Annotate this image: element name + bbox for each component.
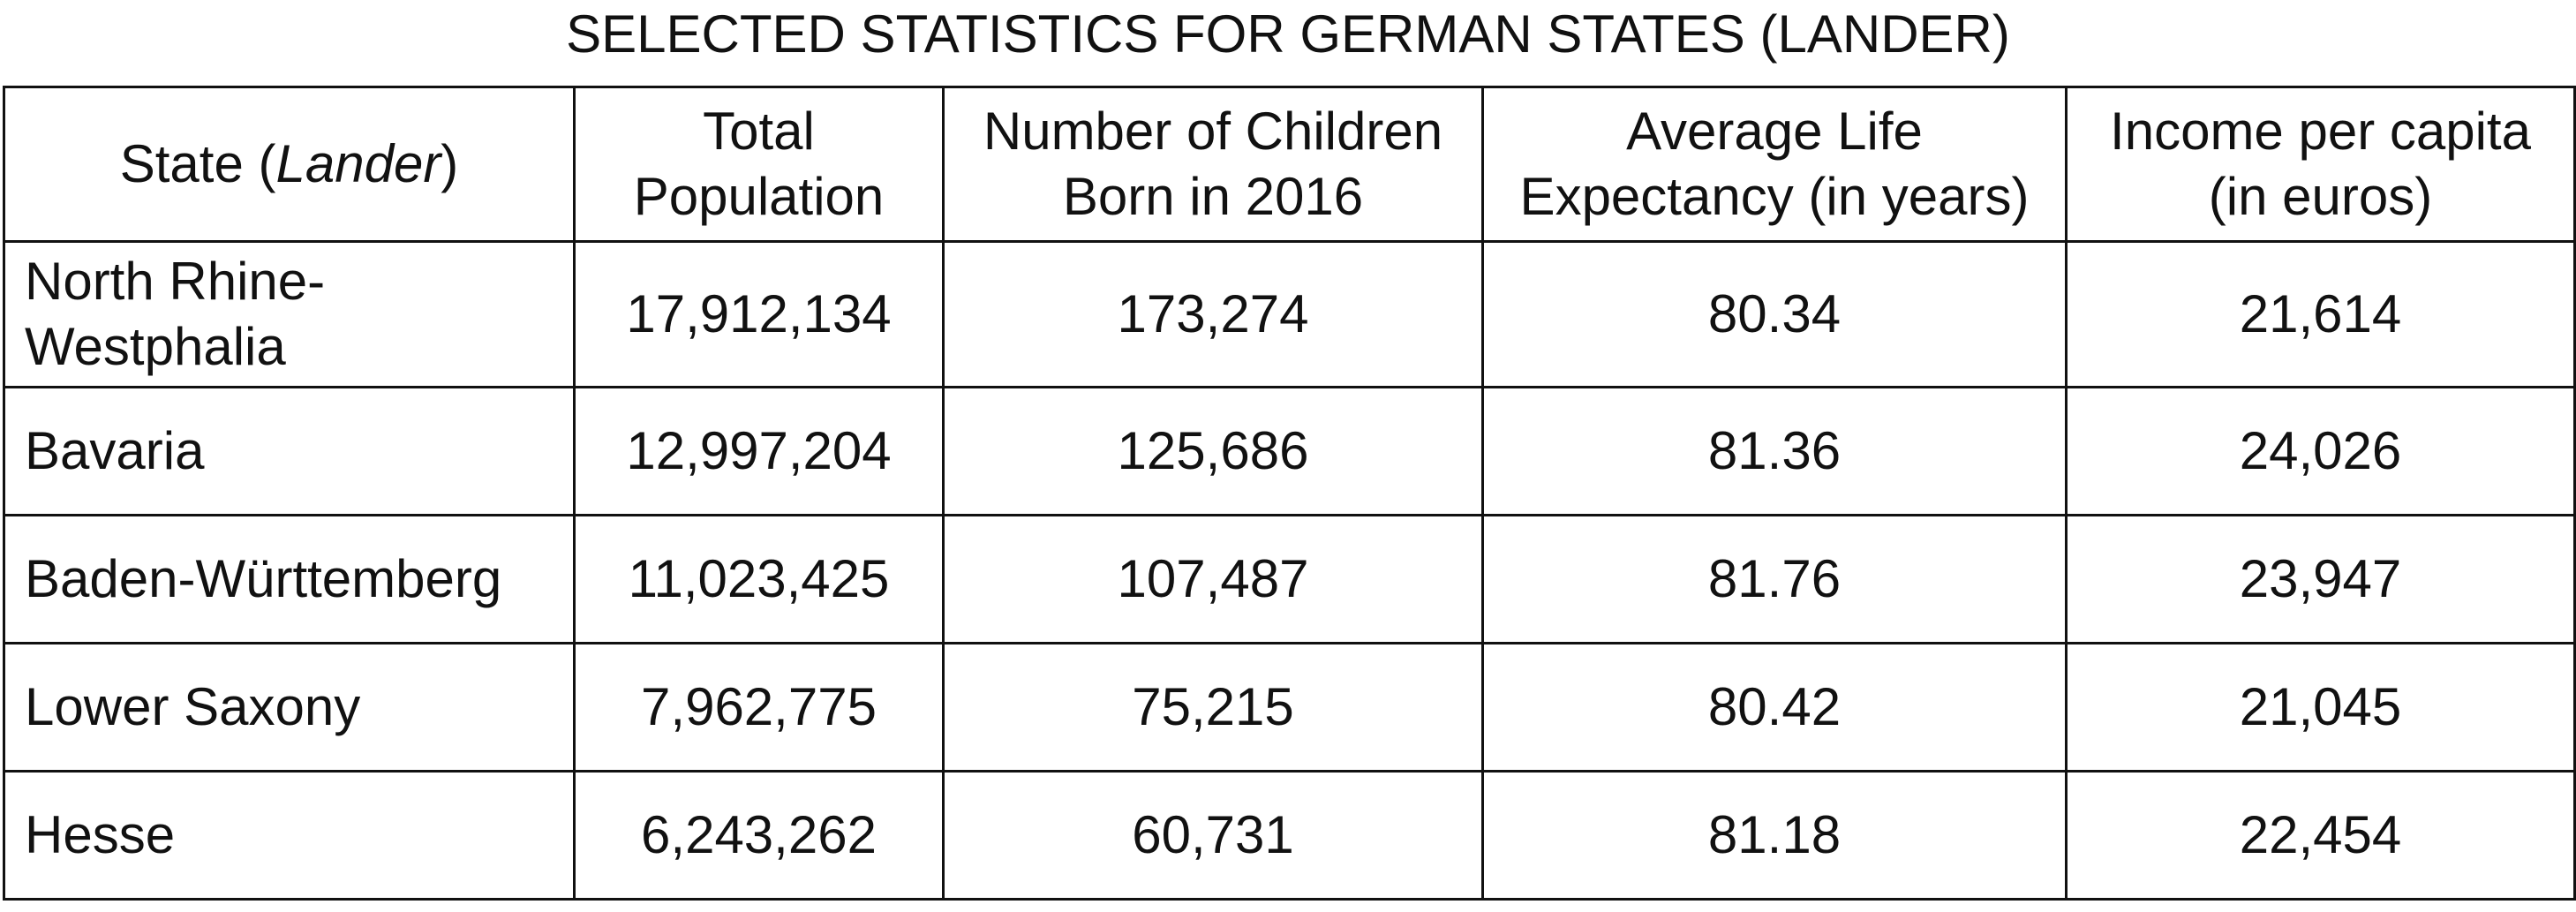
- cell-income: 23,947: [2065, 514, 2576, 644]
- cell-population: 17,912,134: [573, 240, 945, 388]
- cell-life-expectancy: 80.34: [1481, 240, 2068, 388]
- cell-children: 173,274: [942, 240, 1484, 388]
- table-row: Hesse 6,243,262 60,731 81.18 22,454: [3, 770, 2576, 901]
- header-line: (in euros): [2208, 167, 2433, 226]
- state-name-line: Hesse: [25, 805, 176, 864]
- cell-life-expectancy: 80.42: [1481, 642, 2068, 773]
- state-name-line: Westphalia: [25, 317, 286, 376]
- header-line: Born in 2016: [1062, 167, 1364, 226]
- cell-children: 60,731: [942, 770, 1484, 901]
- cell-population: 7,962,775: [573, 642, 945, 773]
- header-line: Income per capita: [2110, 102, 2531, 161]
- header-line: Number of Children: [983, 102, 1443, 161]
- cell-income: 22,454: [2065, 770, 2576, 901]
- column-header-state: State (Lander): [3, 86, 576, 243]
- state-header-prefix: State (: [119, 134, 276, 193]
- state-name-line: North Rhine-: [25, 252, 326, 311]
- header-line: Population: [633, 167, 885, 226]
- cell-population: 12,997,204: [573, 386, 945, 516]
- table-title: SELECTED STATISTICS FOR GERMAN STATES (L…: [566, 4, 2010, 64]
- cell-income: 21,614: [2065, 240, 2576, 388]
- column-header-life-expectancy: Average Life Expectancy (in years): [1481, 86, 2068, 243]
- cell-income: 24,026: [2065, 386, 2576, 516]
- cell-life-expectancy: 81.18: [1481, 770, 2068, 901]
- state-name-line: Baden-Württemberg: [25, 549, 502, 608]
- state-header-suffix: ): [441, 134, 459, 193]
- table-row: Lower Saxony 7,962,775 75,215 80.42 21,045: [3, 642, 2576, 773]
- cell-life-expectancy: 81.76: [1481, 514, 2068, 644]
- state-name-line: Lower Saxony: [25, 677, 361, 736]
- table-row: Baden-Württemberg 11,023,425 107,487 81.76 2…: [3, 514, 2576, 644]
- cell-state: Hesse: [3, 770, 576, 901]
- cell-children: 75,215: [942, 642, 1484, 773]
- column-header-income: Income per capita (in euros): [2065, 86, 2576, 243]
- table-body: North Rhine- Westphalia 17,912,134 173,274 8…: [3, 240, 2576, 901]
- table-header: State (Lander) Total Population Number o…: [3, 86, 2576, 243]
- header-line: Expectancy (in years): [1519, 167, 2030, 226]
- cell-state: Bavaria: [3, 386, 576, 516]
- cell-income: 21,045: [2065, 642, 2576, 773]
- table-row: North Rhine- Westphalia 17,912,134 173,274 8…: [3, 240, 2576, 388]
- cell-state: Baden-Württemberg: [3, 514, 576, 644]
- header-row: State (Lander) Total Population Number o…: [3, 86, 2576, 243]
- state-header-italic: Lander: [275, 134, 441, 193]
- header-line: Average Life: [1626, 102, 1923, 161]
- cell-children: 125,686: [942, 386, 1484, 516]
- cell-life-expectancy: 81.36: [1481, 386, 2068, 516]
- cell-children: 107,487: [942, 514, 1484, 644]
- cell-state: North Rhine- Westphalia: [3, 240, 576, 388]
- cell-population: 11,023,425: [573, 514, 945, 644]
- header-line: Total: [703, 102, 815, 161]
- statistics-table: State (Lander) Total Population Number o…: [3, 86, 2576, 901]
- column-header-children: Number of Children Born in 2016: [942, 86, 1484, 243]
- column-header-population: Total Population: [573, 86, 945, 243]
- state-name-line: Bavaria: [25, 421, 205, 480]
- cell-population: 6,243,262: [573, 770, 945, 901]
- cell-state: Lower Saxony: [3, 642, 576, 773]
- table-row: Bavaria 12,997,204 125,686 81.36 24,026: [3, 386, 2576, 516]
